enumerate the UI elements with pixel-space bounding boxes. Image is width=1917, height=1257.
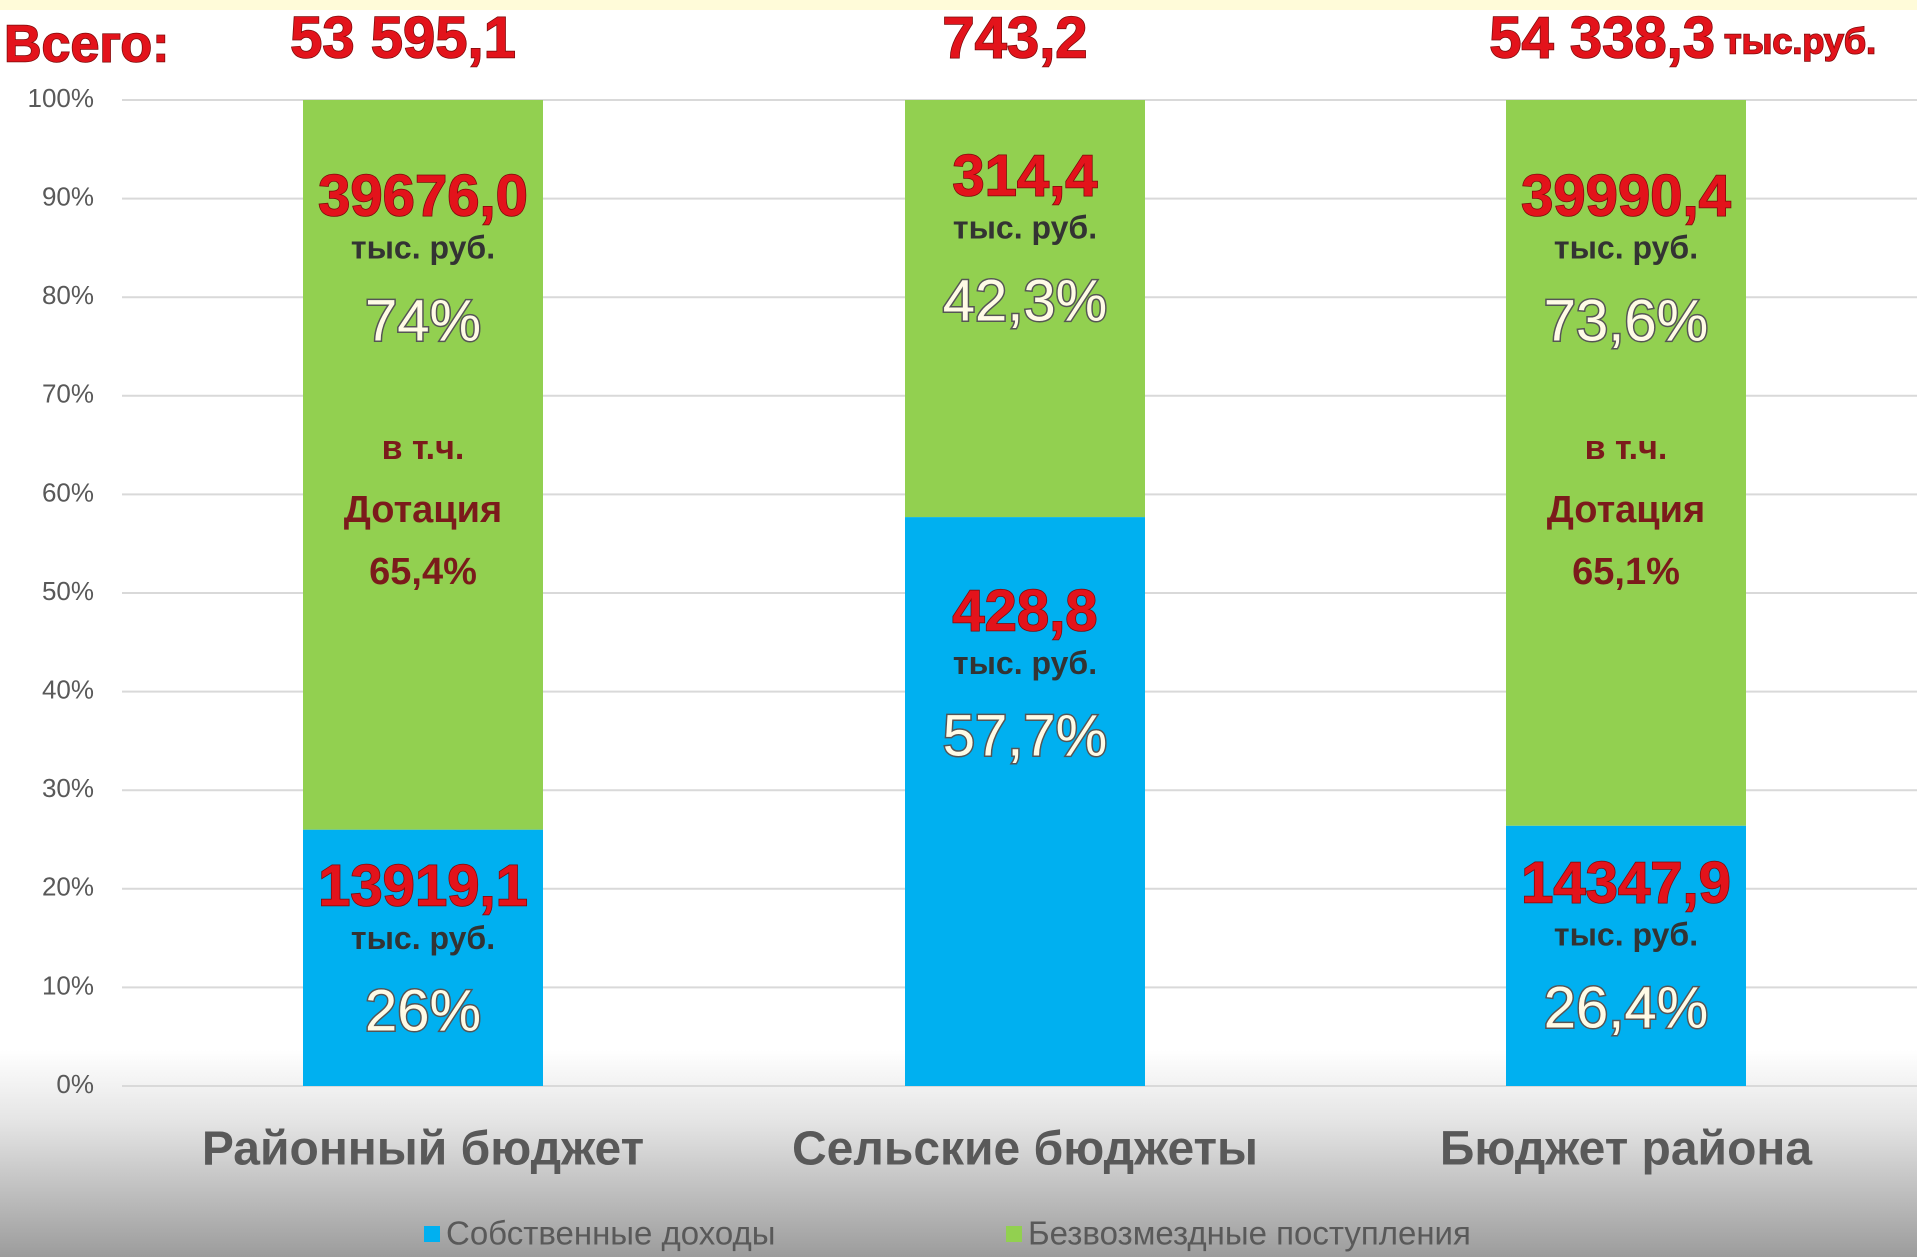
- legend-swatch: [424, 1226, 440, 1242]
- amount-label: 39990,4: [1521, 163, 1731, 228]
- dotation-label: Дотация: [1547, 489, 1705, 531]
- unit-label: тыс. руб.: [351, 229, 495, 265]
- amount-label: 14347,9: [1521, 850, 1731, 915]
- y-tick-label: 70%: [42, 379, 94, 409]
- percent-label: 73,6%: [1544, 288, 1708, 353]
- amount-label: 428,8: [952, 579, 1097, 644]
- unit-label: тыс. руб.: [1554, 916, 1698, 952]
- percent-label: 57,7%: [943, 704, 1107, 769]
- y-tick-label: 0%: [56, 1069, 94, 1099]
- y-tick-label: 100%: [28, 83, 95, 113]
- dotation-prefix: в т.ч.: [1585, 429, 1668, 467]
- x-tick-label: Бюджет района: [1440, 1123, 1812, 1176]
- legend-swatch: [1006, 1226, 1022, 1242]
- x-tick-label: Сельские бюджеты: [792, 1123, 1258, 1176]
- unit-label: тыс. руб.: [1554, 229, 1698, 265]
- y-tick-label: 80%: [42, 280, 94, 310]
- y-tick-label: 40%: [42, 674, 94, 704]
- bar-segment: [1506, 825, 1746, 1086]
- y-tick-label: 10%: [42, 970, 94, 1000]
- unit-label: тыс. руб.: [351, 920, 495, 956]
- total-label: 54 338,3: [1489, 5, 1715, 70]
- dotation-value: 65,1%: [1572, 551, 1680, 593]
- total-unit: тыс.руб.: [1724, 21, 1876, 62]
- dotation-prefix: в т.ч.: [382, 429, 465, 467]
- legend-label: Собственные доходы: [446, 1215, 776, 1252]
- y-tick-label: 30%: [42, 773, 94, 803]
- total-label: 743,2: [942, 5, 1087, 70]
- unit-label: тыс. руб.: [953, 645, 1097, 681]
- y-tick-label: 50%: [42, 576, 94, 606]
- y-tick-label: 20%: [42, 872, 94, 902]
- percent-label: 26,4%: [1544, 975, 1708, 1040]
- dotation-value: 65,4%: [369, 551, 477, 593]
- x-tick-label: Районный бюджет: [202, 1123, 644, 1176]
- unit-label: тыс. руб.: [953, 210, 1097, 246]
- top-strip: [0, 0, 1917, 10]
- bar-segment: [905, 100, 1145, 518]
- percent-label: 74%: [365, 288, 481, 353]
- amount-label: 314,4: [952, 143, 1097, 208]
- y-tick-label: 90%: [42, 181, 94, 211]
- dotation-label: Дотация: [344, 489, 502, 531]
- bar-segment: [905, 517, 1145, 1086]
- bar-segment: [303, 829, 543, 1086]
- legend-label: Безвозмездные поступления: [1028, 1215, 1471, 1252]
- total-prefix: Всего:: [4, 16, 169, 74]
- bar-segment: [1506, 100, 1746, 826]
- amount-label: 13919,1: [318, 854, 528, 919]
- percent-label: 26%: [365, 979, 481, 1044]
- y-tick-label: 60%: [42, 477, 94, 507]
- percent-label: 42,3%: [943, 268, 1107, 333]
- bar-segment: [303, 100, 543, 830]
- amount-label: 39676,0: [318, 163, 528, 228]
- total-label: 53 595,1: [290, 5, 516, 70]
